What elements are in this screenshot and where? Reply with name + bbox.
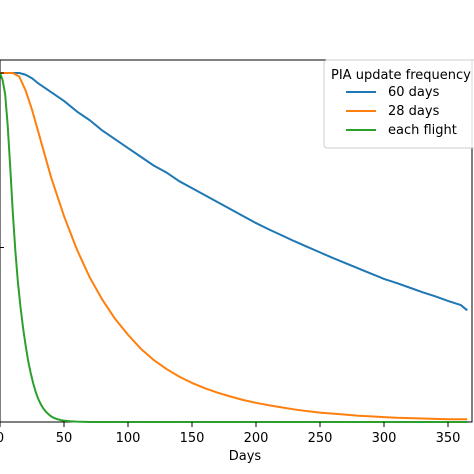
x-tick-label-7: 350 [436, 431, 461, 446]
series-line-1 [0, 72, 468, 421]
x-tick-label-2: 100 [116, 431, 141, 446]
x-tick-label-3: 150 [180, 431, 205, 446]
series-line-0 [0, 72, 468, 312]
legend-label-0: 60 days [388, 85, 440, 100]
legend: PIA update frequency 60 days 28 days each … [323, 59, 474, 149]
x-axis-ticks: 0 50 100 150 200 250 300 350 [0, 72, 461, 446]
x-axis-label: Days [229, 449, 262, 464]
x-tick-label-1: 50 [56, 431, 73, 446]
legend-title: PIA update frequency [331, 68, 471, 83]
x-tick-label-4: 200 [244, 431, 269, 446]
legend-label-2: each flight [388, 123, 457, 138]
x-tick-label-5: 250 [308, 431, 333, 446]
x-tick-label-0: 0 [0, 431, 4, 446]
legend-label-1: 28 days [388, 104, 440, 119]
x-tick-label-6: 300 [372, 431, 397, 446]
legend-box [323, 59, 474, 149]
